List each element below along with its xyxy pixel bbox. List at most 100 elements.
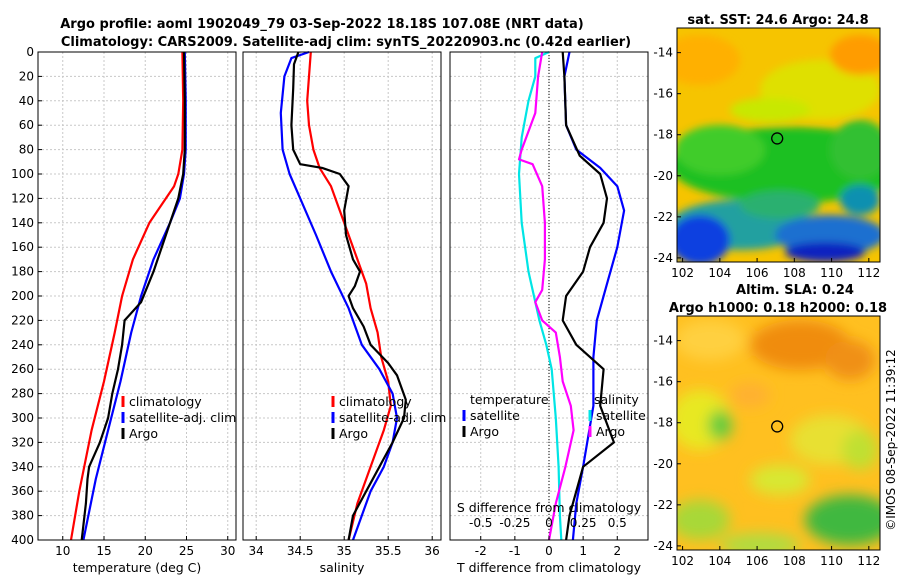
map-y-tick-label: -20 bbox=[653, 169, 673, 183]
y-tick-label: 100 bbox=[11, 167, 34, 181]
map-y-tick-label: -16 bbox=[653, 375, 673, 389]
map-y-tick-label: -22 bbox=[653, 498, 673, 512]
figure-title-line1: Argo profile: aoml 1902049_79 03-Sep-202… bbox=[60, 17, 584, 32]
axes-frame bbox=[242, 51, 442, 541]
y-tick-label: 240 bbox=[11, 338, 34, 352]
sla-map-panel: Altim. SLA: 0.24 Argo h1000: 0.18 h2000:… bbox=[653, 283, 887, 568]
map-y-tick-label: -18 bbox=[653, 416, 673, 430]
x-tick-label: 2 bbox=[613, 544, 621, 558]
y-tick-label: 380 bbox=[11, 509, 34, 523]
legend-title-left: temperature bbox=[470, 392, 549, 407]
x-tick-label: 15 bbox=[96, 544, 111, 558]
series-line-argo bbox=[80, 51, 186, 541]
y-tick-label: 280 bbox=[11, 387, 34, 401]
x-tick-label: 34 bbox=[249, 544, 264, 558]
argo-location-marker bbox=[771, 420, 784, 433]
map-x-tick-label: 106 bbox=[746, 266, 769, 280]
legend-label: satellite-adj. clim bbox=[339, 410, 446, 425]
map-frame bbox=[676, 27, 881, 263]
x2-tick-label: 0 bbox=[545, 516, 553, 530]
y-tick-label: 300 bbox=[11, 411, 34, 425]
map-y-tick-label: -24 bbox=[653, 539, 673, 553]
x-tick-label: -1 bbox=[509, 544, 521, 558]
x2-axis-label: S difference from climatology bbox=[457, 500, 642, 515]
y-tick-label: 140 bbox=[11, 216, 34, 230]
map-x-tick-label: 112 bbox=[857, 554, 880, 568]
map-x-tick-label: 106 bbox=[746, 554, 769, 568]
x2-tick-label: 0.25 bbox=[570, 516, 597, 530]
map-frame bbox=[676, 315, 881, 551]
x-tick-label: 1 bbox=[579, 544, 587, 558]
map-x-tick-label: 110 bbox=[820, 266, 843, 280]
x-tick-label: 35.5 bbox=[375, 544, 402, 558]
y-tick-label: 80 bbox=[19, 143, 34, 157]
x-axis-label: temperature (deg C) bbox=[73, 560, 202, 575]
x2-tick-label: -0.5 bbox=[469, 516, 492, 530]
map-x-tick-label: 104 bbox=[708, 266, 731, 280]
legend-label: Argo bbox=[129, 426, 158, 441]
series-line-s-argo bbox=[517, 51, 575, 541]
legend-label: climatology bbox=[339, 394, 412, 409]
series-line-t-argo bbox=[561, 51, 615, 541]
legend-label: satellite bbox=[596, 408, 646, 423]
legend-title-right: salinity bbox=[594, 392, 639, 407]
series-line-s-satellite bbox=[517, 50, 563, 541]
map-x-tick-label: 102 bbox=[671, 266, 694, 280]
x-tick-label: 0 bbox=[545, 544, 553, 558]
x-tick-label: 30 bbox=[220, 544, 235, 558]
map-x-tick-label: 112 bbox=[857, 266, 880, 280]
x-tick-label: 35 bbox=[337, 544, 352, 558]
y-tick-label: 360 bbox=[11, 484, 34, 498]
sla-map-title: Altim. SLA: 0.24 bbox=[736, 283, 854, 298]
sst-map-title: sat. SST: 24.6 Argo: 24.8 bbox=[687, 13, 868, 28]
y-tick-label: 160 bbox=[11, 240, 34, 254]
difference-profile-panel: -2 -1 0 1 2 T difference from climatology -0.5… bbox=[449, 50, 649, 575]
map-x-tick-label: 102 bbox=[671, 554, 694, 568]
map-y-tick-label: -20 bbox=[653, 457, 673, 471]
y-tick-label: 320 bbox=[11, 435, 34, 449]
x-tick-label: 25 bbox=[179, 544, 194, 558]
series-line-climatology bbox=[69, 51, 185, 541]
sst-heatmap bbox=[677, 28, 880, 262]
sla-map-subtitle: Argo h1000: 0.18 h2000: 0.18 bbox=[669, 301, 887, 316]
legend-label: Argo bbox=[470, 424, 499, 439]
y-tick-label: 40 bbox=[19, 94, 34, 108]
y-tick-label: 20 bbox=[19, 69, 34, 83]
legend-label: Argo bbox=[596, 424, 625, 439]
map-y-tick-label: -24 bbox=[653, 251, 673, 265]
map-x-tick-label: 108 bbox=[783, 266, 806, 280]
sst-map-panel: sat. SST: 24.6 Argo: 24.8 102 104 106 108 11… bbox=[653, 13, 881, 280]
y-tick-label: 400 bbox=[11, 533, 34, 547]
temperature-profile-panel: 10 15 20 25 30020406080100120140160180200220… bbox=[11, 45, 237, 575]
series-line-satellite-adj-clim bbox=[279, 50, 399, 541]
x-tick-label: 34.5 bbox=[287, 544, 314, 558]
legend-label: satellite-adj. clim bbox=[129, 410, 236, 425]
y-tick-label: 340 bbox=[11, 460, 34, 474]
y-tick-label: 200 bbox=[11, 289, 34, 303]
legend-label: climatology bbox=[129, 394, 202, 409]
map-y-tick-label: -14 bbox=[653, 334, 673, 348]
y-tick-label: 120 bbox=[11, 191, 34, 205]
map-y-tick-label: -16 bbox=[653, 87, 673, 101]
map-x-tick-label: 110 bbox=[820, 554, 843, 568]
argo-location-marker bbox=[771, 132, 784, 145]
series-line-argo bbox=[290, 51, 407, 541]
y-tick-label: 260 bbox=[11, 362, 34, 376]
map-y-tick-label: -14 bbox=[653, 46, 673, 60]
x-axis-label: T difference from climatology bbox=[456, 560, 642, 575]
map-x-tick-label: 104 bbox=[708, 554, 731, 568]
map-y-tick-label: -18 bbox=[653, 128, 673, 142]
figure-title-line2: Climatology: CARS2009. Satellite-adj cli… bbox=[61, 35, 631, 50]
y-tick-label: 0 bbox=[26, 45, 34, 59]
x-tick-label: 36 bbox=[425, 544, 440, 558]
legend-label: satellite bbox=[470, 408, 520, 423]
x2-tick-label: 0.5 bbox=[608, 516, 627, 530]
map-y-tick-label: -22 bbox=[653, 210, 673, 224]
x-axis-label: salinity bbox=[320, 560, 365, 575]
sla-heatmap bbox=[677, 316, 880, 550]
map-x-tick-label: 108 bbox=[783, 554, 806, 568]
legend-label: Argo bbox=[339, 426, 368, 441]
x2-tick-label: -0.25 bbox=[499, 516, 530, 530]
x-tick-label: 10 bbox=[55, 544, 70, 558]
y-tick-label: 180 bbox=[11, 265, 34, 279]
